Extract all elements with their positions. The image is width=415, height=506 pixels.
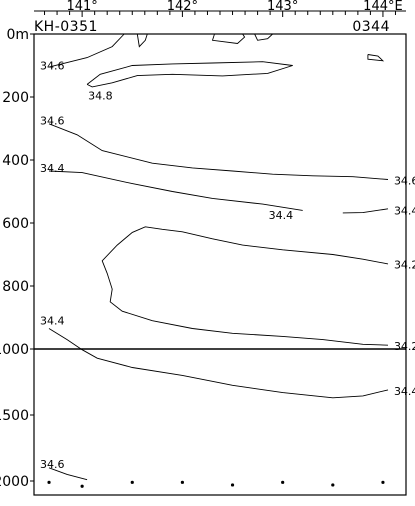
top-tick-label: 144°E [363,0,403,14]
station-dot [80,484,84,488]
station-dot [281,480,285,484]
top-tick-label: 142° [167,0,198,14]
contour-label: 34.8 [88,89,113,102]
contour-34-4 [48,170,303,211]
station-dot [331,483,335,487]
station-label-left: KH-0351 [34,19,98,35]
contour-labels: 34.6 34.8 34.6 34.4 34.6 34.4 34.4 34.2 34.4 34.2… [40,60,415,471]
plot-frame [33,10,407,496]
y-tick-label: 0m [6,27,29,43]
y-tick-label: 1500 [0,408,29,424]
contour-label: 34.4 [40,162,65,175]
contour-34-2 [101,226,389,346]
y-tick-label: 1000 [0,342,29,358]
contour-34-6 [48,467,88,481]
top-axis: 141° 142° 143° 144°E [44,0,403,17]
contour-label: 34.6 [40,458,65,471]
contour-34-6 [211,33,246,44]
station-dot [130,480,134,484]
contour-lines [48,33,389,481]
station-dot [47,480,51,484]
y-tick-label: 600 [2,216,29,232]
y-tick-label: 800 [2,279,29,295]
contour-label: 34.2 [394,340,415,353]
station-dot [230,483,235,487]
y-axis: 0m 200 400 600 800 1000 1500 2000 [0,27,34,490]
contour-label: 34.6 [40,115,65,128]
station-label-right: 0344 [352,19,390,35]
top-tick-label: 141° [66,0,97,14]
y-tick-label: 200 [2,90,29,106]
station-dot [180,480,184,484]
y-tick-label: 400 [2,153,29,169]
contour-34-8 [86,61,293,88]
station-dot [381,480,385,484]
contour-34-6 [254,33,273,41]
contour-34-6 [48,33,125,68]
contour-label: 34.2 [394,259,415,272]
contour-label: 34.4 [40,315,65,328]
contour-34-6 [136,33,148,48]
contour-label: 34.6 [40,60,65,73]
top-tick-label: 143° [267,0,298,14]
contour-34-4 [342,208,389,214]
y-tick-label: 2000 [0,474,29,490]
contour-label: 34.4 [394,204,415,217]
contour-34-4 [48,328,389,399]
contour-34-6 [48,123,389,180]
station-markers [47,480,385,488]
contour-label: 34.4 [269,209,294,222]
plot-border [33,33,407,496]
contour-label: 34.4 [394,385,415,398]
contour-label: 34.6 [394,174,415,187]
contour-34-6 [367,54,385,62]
